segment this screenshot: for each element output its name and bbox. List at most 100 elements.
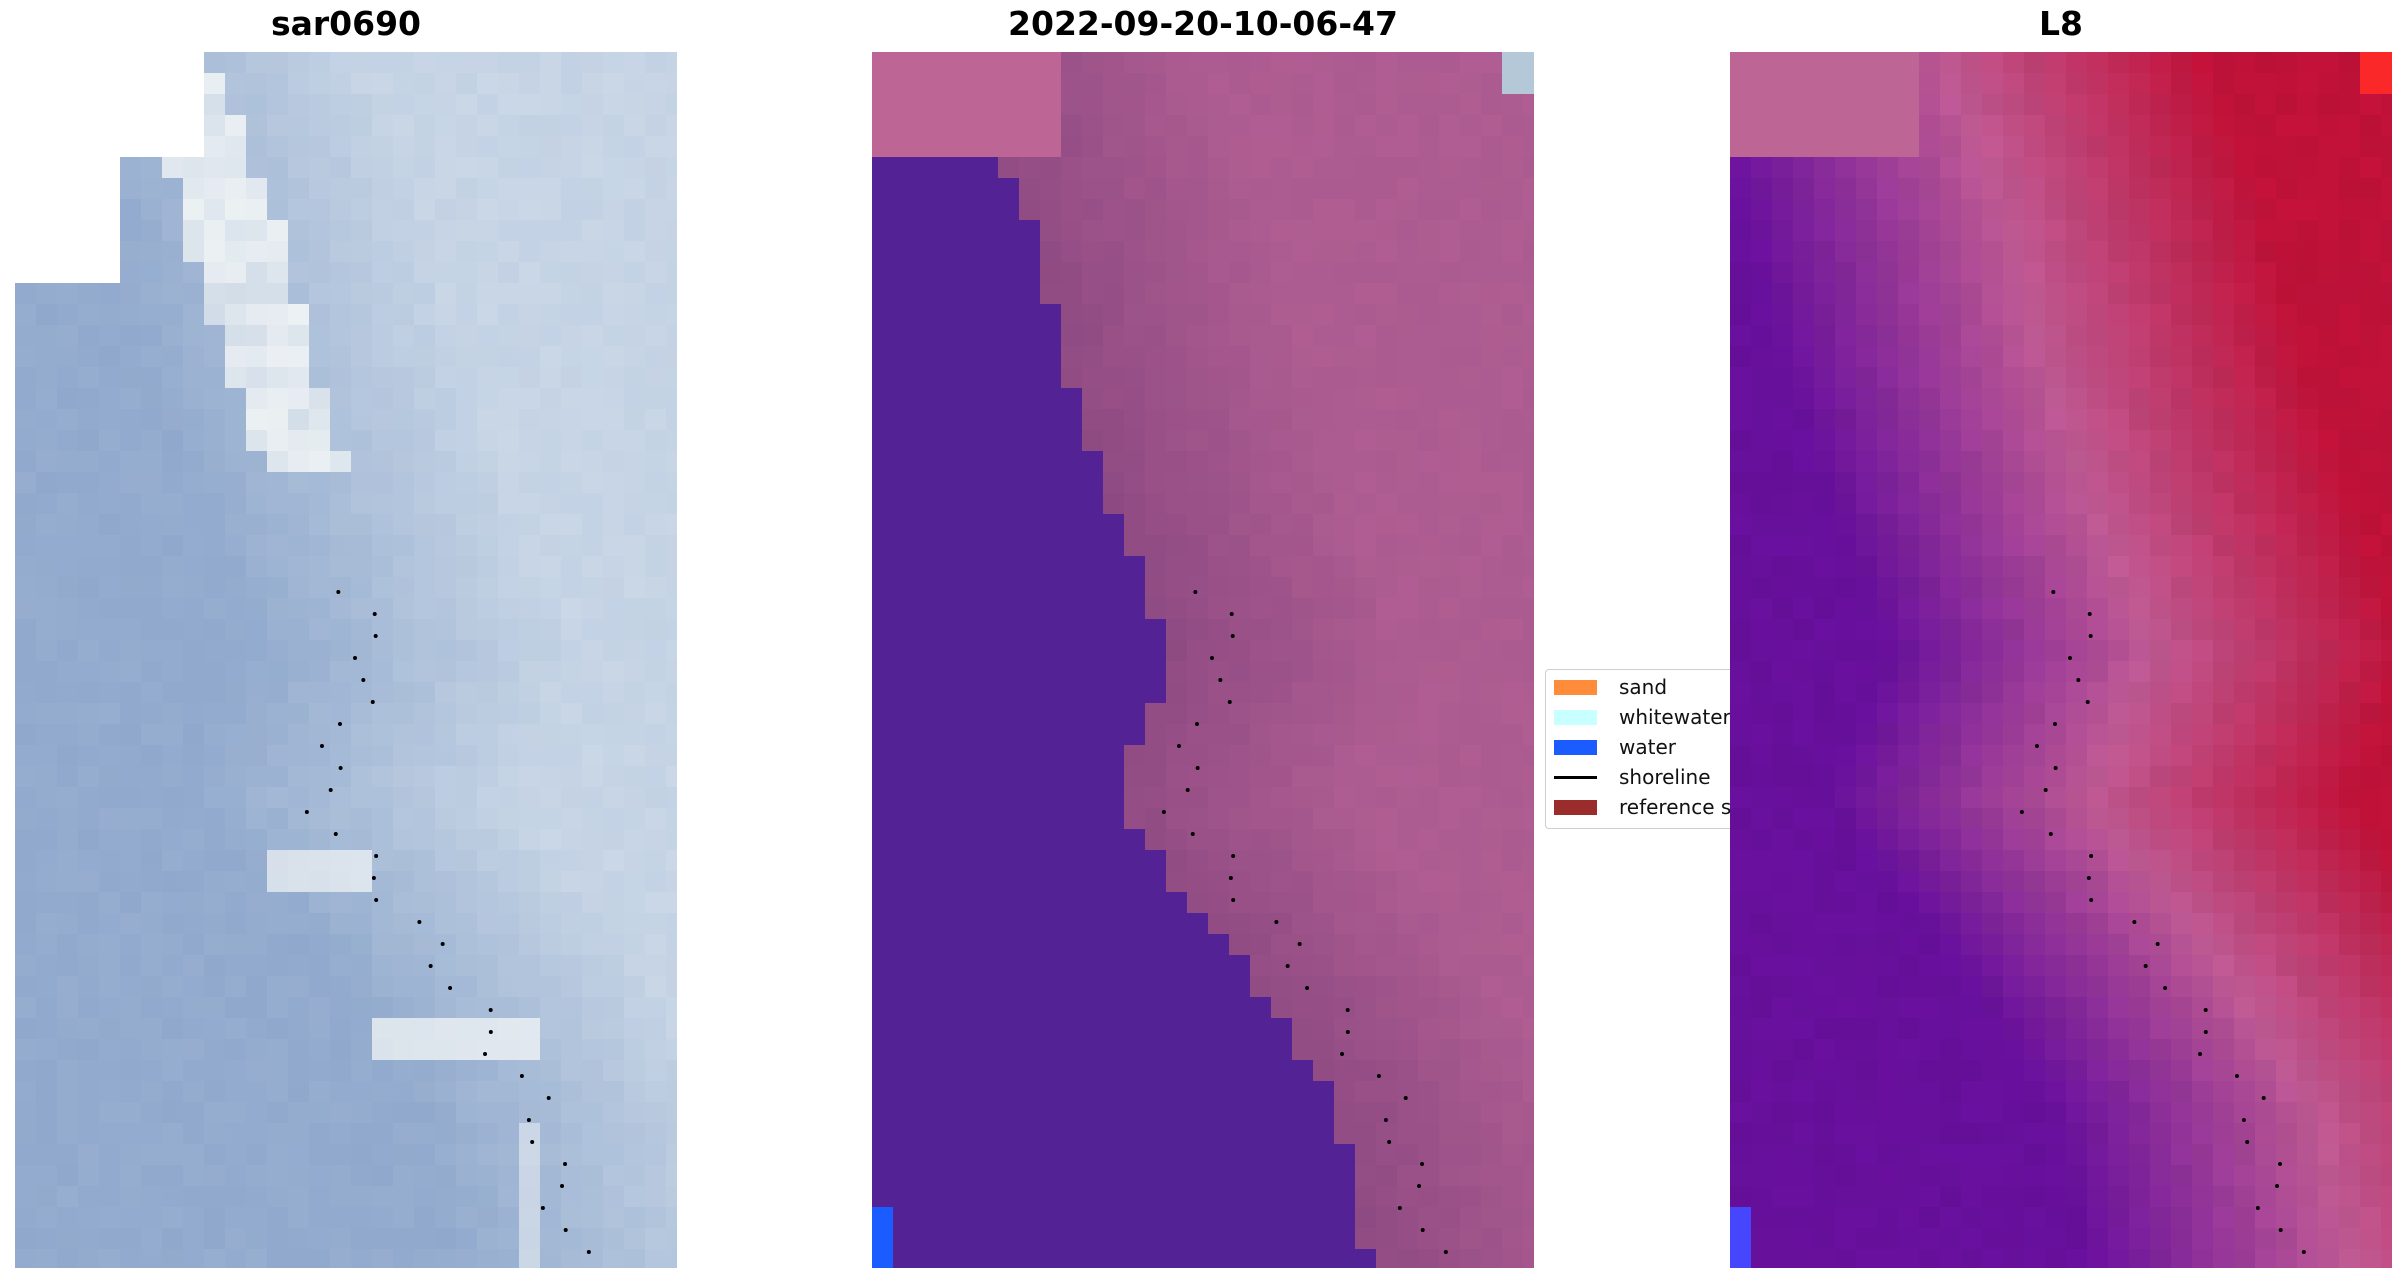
- shoreline-point: [1285, 964, 1290, 968]
- shoreline-point: [1383, 1118, 1388, 1122]
- sand-swatch: [1554, 679, 1597, 695]
- shoreline-point: [374, 898, 379, 902]
- water-swatch: [1554, 739, 1597, 755]
- panel-title-sar: sar0690: [270, 4, 422, 43]
- whitewater-swatch: [1554, 709, 1597, 725]
- shoreline-point: [1230, 634, 1235, 638]
- shoreline-point: [1227, 700, 1232, 704]
- shoreline-point: [2034, 744, 2039, 748]
- classified-image-panel: [872, 52, 1534, 1268]
- legend-label: sand: [1619, 675, 1668, 699]
- legend-label: whitewater: [1619, 705, 1730, 729]
- shoreline-point: [2203, 1030, 2208, 1034]
- shoreline-point: [540, 1206, 545, 1210]
- shoreline-point: [1345, 1030, 1350, 1034]
- shoreline-point: [1340, 1052, 1345, 1056]
- shoreline-point: [440, 942, 445, 946]
- shoreline-point: [1305, 986, 1310, 990]
- shoreline-point: [2088, 634, 2093, 638]
- shoreline-overlay: [1161, 590, 1448, 1254]
- shoreline-point: [2163, 986, 2168, 990]
- l8-index-image: [1730, 52, 2392, 1268]
- shoreline-point: [1387, 1140, 1392, 1144]
- shoreline-point: [488, 1030, 493, 1034]
- shoreline-point: [563, 1228, 568, 1232]
- shoreline-point: [1193, 590, 1198, 594]
- shoreline-point: [338, 766, 343, 770]
- shoreline-point: [372, 612, 377, 616]
- shoreline-point: [2255, 1206, 2260, 1210]
- shoreline-point: [2278, 1162, 2283, 1166]
- classified-image: [872, 52, 1534, 1268]
- shoreline-point: [370, 700, 375, 704]
- shoreline-point: [2051, 590, 2056, 594]
- shoreline-point: [2076, 678, 2081, 682]
- shoreline-point: [1229, 612, 1234, 616]
- shoreline-point: [353, 656, 358, 660]
- shoreline-point: [1185, 788, 1190, 792]
- legend-item-whitewater: whitewater: [1554, 702, 1730, 732]
- shoreline-point: [371, 876, 376, 880]
- shoreline-point: [2089, 898, 2094, 902]
- legend-item-sand: sand: [1554, 672, 1667, 702]
- legend-item-water: water: [1554, 732, 1676, 762]
- shoreline-point: [1228, 876, 1233, 880]
- shoreline-point: [2019, 810, 2024, 814]
- shoreline-point: [319, 744, 324, 748]
- shoreline-point: [448, 986, 453, 990]
- shoreline-point: [586, 1250, 591, 1254]
- shoreline-point: [2052, 722, 2057, 726]
- shoreline-point: [1231, 854, 1236, 858]
- shoreline-point: [428, 964, 433, 968]
- shoreline-point: [2132, 920, 2137, 924]
- legend: sand whitewater water shoreline referenc…: [1545, 669, 1730, 829]
- shoreline-point: [2234, 1074, 2239, 1078]
- shoreline-point: [1420, 1228, 1425, 1232]
- shoreline-point: [1443, 1250, 1448, 1254]
- shoreline-point: [2087, 612, 2092, 616]
- shoreline-point: [1345, 1008, 1350, 1012]
- shoreline-point: [1297, 942, 1302, 946]
- sar-rgb-image: [15, 52, 677, 1268]
- shoreline-point: [2275, 1184, 2280, 1188]
- legend-item-reference: reference s: [1554, 792, 1730, 822]
- shoreline-point: [1417, 1184, 1422, 1188]
- shoreline-point: [1397, 1206, 1402, 1210]
- shoreline-point: [1403, 1096, 1408, 1100]
- shoreline-point: [336, 590, 341, 594]
- shoreline-point: [1218, 678, 1223, 682]
- shoreline-point: [1195, 766, 1200, 770]
- shoreline-point: [2198, 1052, 2203, 1056]
- panel-title-l8: L8: [2039, 4, 2083, 43]
- shoreline-point: [526, 1118, 531, 1122]
- shoreline-point: [560, 1184, 565, 1188]
- shoreline-point: [2301, 1250, 2306, 1254]
- legend-item-shoreline: shoreline: [1554, 762, 1711, 792]
- shoreline-point: [488, 1008, 493, 1012]
- shoreline-point: [1231, 898, 1236, 902]
- l8-image-panel: [1730, 52, 2392, 1268]
- shoreline-point: [483, 1052, 488, 1056]
- shoreline-point: [1194, 722, 1199, 726]
- shoreline-point: [2278, 1228, 2283, 1232]
- shoreline-point: [546, 1096, 551, 1100]
- shoreline-point: [2155, 942, 2160, 946]
- shoreline-point: [2085, 700, 2090, 704]
- shoreline-point: [417, 920, 422, 924]
- shoreline-point: [519, 1074, 524, 1078]
- shoreline-point: [2048, 832, 2053, 836]
- shoreline-point: [2043, 788, 2048, 792]
- sar-image-panel: [15, 52, 677, 1268]
- shoreline-point: [304, 810, 309, 814]
- shoreline-point: [1376, 1074, 1381, 1078]
- shoreline-point: [2241, 1118, 2246, 1122]
- shoreline-point: [2203, 1008, 2208, 1012]
- shoreline-point: [1210, 656, 1215, 660]
- legend-label: reference s: [1619, 795, 1730, 819]
- reference-swatch: [1554, 799, 1597, 815]
- shoreline-overlay: [304, 590, 591, 1254]
- shoreline-point: [2245, 1140, 2250, 1144]
- shoreline-point: [2068, 656, 2073, 660]
- shoreline-point: [1161, 810, 1166, 814]
- shoreline-point: [2086, 876, 2091, 880]
